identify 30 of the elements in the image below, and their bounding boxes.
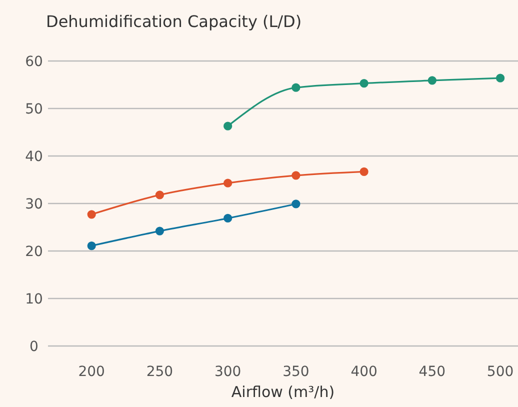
y-tick-label: 50 <box>25 101 43 118</box>
x-tick-label: 250 <box>146 364 174 380</box>
y-tick-label: 10 <box>25 291 43 308</box>
point <box>360 79 368 88</box>
point <box>87 241 96 250</box>
chart-title: Dehumidification Capacity (L/D) <box>46 12 302 31</box>
point <box>155 226 164 236</box>
point <box>496 74 505 82</box>
point <box>155 190 164 200</box>
x-axis-title: Airflow (m³/h) <box>231 383 335 401</box>
point <box>87 210 96 219</box>
point <box>224 214 232 223</box>
point <box>292 171 300 180</box>
x-tick-label: 400 <box>350 364 378 380</box>
point <box>428 76 436 85</box>
y-tick-label: 40 <box>25 148 43 165</box>
x-tick-label: 450 <box>418 364 446 380</box>
x-tick-label: 300 <box>214 364 242 380</box>
y-tick-label: 30 <box>25 196 43 212</box>
point <box>292 83 300 92</box>
x-tick-label: 350 <box>282 364 310 380</box>
y-tick-label: 60 <box>25 54 43 70</box>
point <box>224 178 232 188</box>
point <box>224 122 232 130</box>
point <box>292 200 300 208</box>
x-tick-label: 200 <box>78 364 105 380</box>
x-tick-label: 500 <box>486 364 514 380</box>
y-tick-label: 20 <box>25 244 43 260</box>
point <box>360 167 368 176</box>
y-tick-label: 0 <box>30 338 38 355</box>
